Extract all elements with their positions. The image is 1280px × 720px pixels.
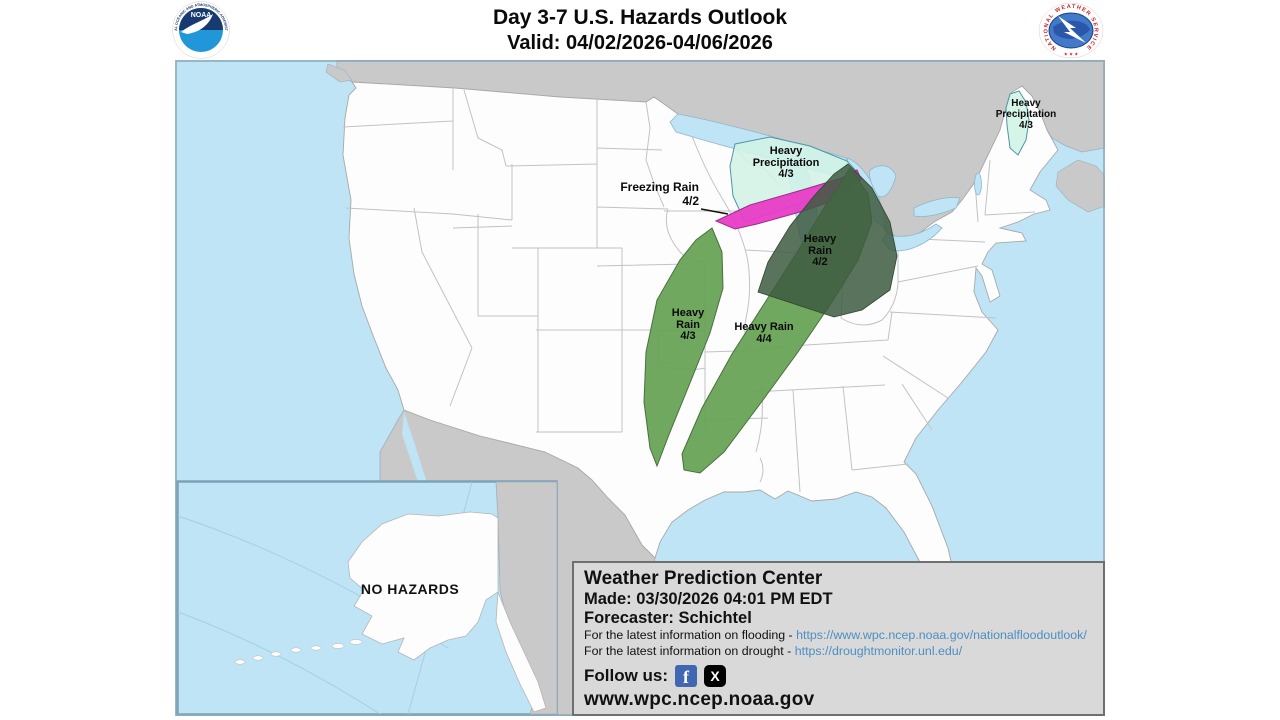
hazard-label-freezing-rain: Freezing Rain 4/2 [620, 180, 699, 208]
wpc-title: Weather Prediction Center [584, 568, 823, 589]
drought-link-line: For the latest information on drought - … [584, 644, 1093, 660]
facebook-icon[interactable]: f [675, 665, 698, 687]
label-line: Heavy [671, 307, 705, 319]
label-line: Heavy [769, 145, 803, 157]
noaa-seagull [181, 14, 213, 34]
label-line: Heavy Rain [734, 321, 794, 333]
label-line: Heavy [803, 233, 837, 245]
page-title: Day 3-7 U.S. Hazards Outlook [492, 6, 788, 29]
hazard-label-heavy-rain-43: Heavy Rain 4/3 [671, 307, 705, 343]
x-twitter-icon[interactable]: X [704, 665, 727, 687]
label-line: Rain [676, 318, 700, 331]
drought-link-label: For the latest information on drought - [584, 643, 795, 658]
alaska-panhandle [495, 591, 547, 713]
follow-us-label: Follow us: [584, 666, 669, 685]
freezing-rain-pointer-line [700, 208, 729, 215]
label-line: Heavy [1011, 98, 1041, 109]
hazard-region-heavy-rain-42 [757, 163, 898, 318]
flooding-link[interactable]: https://www.wpc.ncep.noaa.gov/nationalfl… [796, 628, 1087, 642]
forecaster-line: Forecaster: Schichtel [584, 609, 752, 627]
label-line: 4/2 [682, 193, 699, 208]
no-hazards-label: NO HAZARDS [360, 581, 460, 597]
georgian-bay [869, 165, 897, 198]
hazard-label-heavy-rain-42: Heavy Rain 4/2 [803, 233, 837, 269]
valid-period: Valid: 04/02/2026-04/06/2026 [507, 32, 773, 54]
nws-lightning-bolt [1058, 16, 1086, 43]
label-line: 4/3 [778, 168, 794, 180]
header: Day 3-7 U.S. Hazards Outlook Valid: 04/0… [175, 0, 1105, 60]
nova-scotia [1055, 159, 1105, 213]
noaa-logo: NATIONAL OCEANIC AND ATMOSPHERIC ADMINIS… [172, 1, 230, 59]
label-line: Freezing Rain [620, 180, 699, 194]
flooding-link-label: For the latest information on flooding - [584, 628, 797, 642]
lake-champlain [974, 172, 982, 196]
info-box: Weather Prediction Center Made: 03/30/20… [572, 561, 1105, 716]
alaska-shape [347, 511, 499, 661]
label-line: Precipitation [752, 156, 820, 169]
nws-ring-stars: ★ ★ ★ [1064, 52, 1080, 57]
label-line: Precipitation [995, 109, 1057, 120]
flooding-link-line: For the latest information on flooding -… [584, 628, 1093, 644]
lake-ontario [913, 197, 961, 217]
vancouver-island [325, 63, 353, 83]
hazard-label-heavy-precip-maine: Heavy Precipitation 4/3 [996, 98, 1057, 131]
drought-link[interactable]: https://droughtmonitor.unl.edu/ [794, 643, 963, 658]
label-line: 4/4 [756, 332, 772, 345]
nws-logo: NATIONAL WEATHER SERVICE ★ ★ ★ [1038, 2, 1104, 59]
alaska-inset [176, 480, 558, 716]
hazard-label-heavy-precip-great-lakes: Heavy Precipitation 4/3 [752, 145, 820, 181]
hazard-region-heavy-rain-43 [643, 227, 724, 468]
hazard-label-heavy-rain-44: Heavy Rain 4/4 [734, 321, 794, 345]
aleutian-islands [234, 639, 363, 665]
website-url: www.wpc.ncep.noaa.gov [584, 689, 815, 710]
follow-us-row: Follow us: f X [584, 663, 1093, 689]
made-timestamp: Made: 03/30/2026 04:01 PM EDT [584, 590, 833, 608]
noaa-wordmark: NOAA [191, 12, 212, 19]
label-line: Rain [808, 244, 832, 257]
hazard-region-heavy-precip-maine [1005, 90, 1030, 156]
label-line: 4/3 [1019, 120, 1033, 131]
label-line: 4/3 [680, 330, 696, 342]
label-line: 4/2 [812, 256, 828, 268]
